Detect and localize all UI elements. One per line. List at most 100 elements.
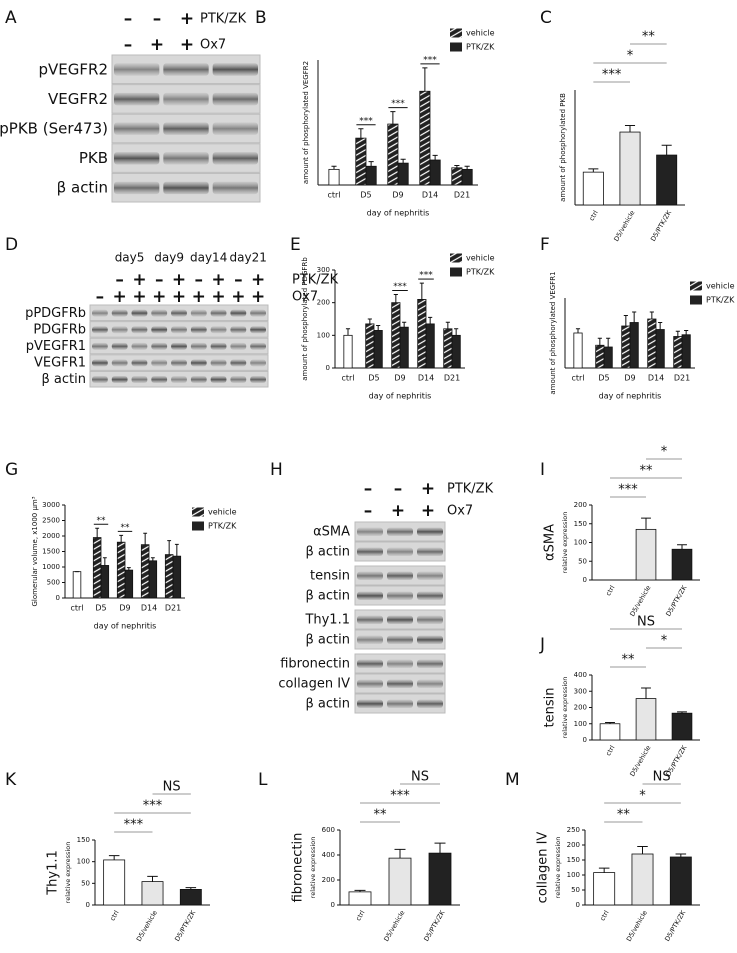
- error-bar: [390, 111, 396, 125]
- blot-band: [131, 309, 148, 317]
- x-tick-label: D5/vehicle: [625, 909, 649, 943]
- x-tick-label: D21: [444, 374, 460, 383]
- x-tick-label: D5/vehicle: [135, 909, 159, 943]
- blot-band: [250, 376, 266, 384]
- x-tick-label: D14: [418, 374, 434, 383]
- blot-row-label: pVEGFR2: [39, 60, 108, 78]
- bar: [391, 302, 401, 369]
- blot-band: [417, 615, 443, 624]
- bar: [595, 344, 605, 369]
- blot-band: [210, 376, 227, 384]
- y-tick-label: 150: [574, 520, 587, 528]
- x-tick-label: D5/PTK/ZK: [173, 908, 197, 942]
- sign: +: [150, 35, 164, 55]
- error-bar: [428, 316, 433, 324]
- blot-band: [151, 326, 168, 334]
- y-tick-label: 0: [86, 901, 90, 909]
- blot-band: [210, 342, 227, 350]
- significance: **: [374, 808, 388, 823]
- error-bar: [393, 294, 398, 303]
- sign: +: [251, 270, 265, 290]
- sign: +: [251, 287, 265, 307]
- bar: [355, 137, 367, 186]
- blot-band: [212, 63, 258, 76]
- blot-band: [190, 376, 207, 384]
- blot-row-label: pVEGFR1: [26, 339, 86, 354]
- x-tick-label: D21: [454, 191, 470, 200]
- blot-band: [387, 635, 413, 644]
- panel-letter: A: [5, 8, 17, 28]
- y-tick-label: 2500: [42, 517, 60, 525]
- bar: [673, 336, 683, 369]
- error-bar: [675, 330, 680, 337]
- panel-letter: H: [270, 460, 283, 480]
- sign: –: [364, 479, 373, 499]
- legend-label: vehicle: [208, 508, 237, 517]
- blot-band: [387, 615, 413, 624]
- bar: [373, 330, 383, 369]
- blot-band: [387, 591, 413, 600]
- y-tick-label: 250: [567, 826, 580, 834]
- y-tick-label: 1000: [42, 563, 60, 571]
- x-tick-label: ctrl: [108, 909, 120, 922]
- error-bar: [394, 848, 406, 859]
- significance: NS: [411, 770, 429, 785]
- x-tick-label: D9: [394, 374, 405, 383]
- x-tick-label: ctrl: [70, 604, 83, 613]
- sign: –: [124, 35, 133, 55]
- error-bar: [677, 544, 687, 550]
- blot-band: [111, 359, 128, 367]
- blot-row-label: β actin: [306, 589, 351, 604]
- y-tick-label: 3000: [42, 501, 60, 509]
- error-bar: [167, 540, 172, 555]
- y-axis-sublabel: relative expression: [554, 837, 562, 899]
- error-bar: [623, 315, 628, 326]
- y-tick-label: 0: [576, 901, 580, 909]
- bar: [631, 853, 654, 906]
- error-bar: [454, 164, 460, 168]
- error-bar: [637, 846, 648, 854]
- group-label: day9: [154, 251, 184, 265]
- sign-label: Ox7: [292, 290, 318, 305]
- blot-band: [114, 152, 160, 165]
- y-tick-label: 300: [317, 266, 330, 274]
- blot-band: [357, 659, 383, 668]
- y-tick-label: 100: [77, 858, 90, 866]
- x-tick-label: ctrl: [604, 584, 616, 597]
- blot-band: [357, 615, 383, 624]
- x-tick-label: D5/PTK/ZK: [649, 208, 673, 242]
- blot-band: [171, 342, 187, 350]
- sign: +: [172, 287, 186, 307]
- blot-band: [417, 699, 443, 708]
- blot-band: [387, 699, 413, 708]
- blot-band: [111, 309, 128, 317]
- significance: ***: [419, 271, 433, 281]
- bar: [593, 872, 616, 906]
- significance: ***: [391, 99, 405, 109]
- significance: **: [617, 808, 631, 823]
- y-axis-label: amount of phosphorylated PKB: [559, 93, 567, 202]
- significance: ***: [390, 789, 410, 804]
- bar: [72, 571, 82, 599]
- sign: –: [195, 270, 204, 290]
- sign-label: Ox7: [447, 504, 473, 519]
- y-tick-label: 50: [81, 879, 90, 887]
- bar: [365, 323, 375, 369]
- y-tick-label: 200: [317, 299, 330, 307]
- blot-band: [92, 376, 108, 384]
- blot-band: [190, 342, 207, 350]
- blot-row-label: pPDGFRb: [25, 306, 86, 321]
- bar: [419, 90, 431, 186]
- x-axis-label: day of nephritis: [369, 392, 432, 401]
- bar: [425, 323, 435, 369]
- blot-band: [250, 359, 266, 367]
- bar: [116, 541, 126, 599]
- sign: –: [153, 9, 162, 29]
- blot-band: [92, 359, 108, 367]
- error-bar: [598, 867, 610, 873]
- panel-letter: F: [540, 235, 550, 255]
- blot-row-label: fibronectin: [280, 657, 350, 672]
- sign: –: [394, 479, 403, 499]
- blot-band: [163, 63, 209, 76]
- blot-band: [171, 359, 187, 367]
